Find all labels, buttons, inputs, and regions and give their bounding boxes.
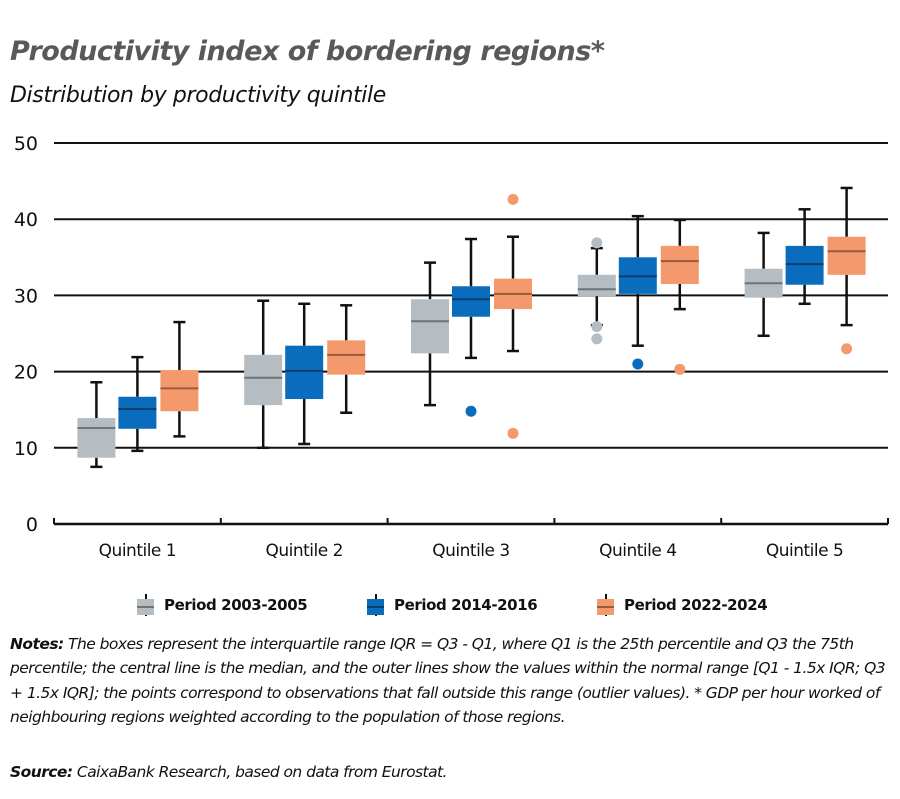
box-1-4 xyxy=(785,208,824,306)
box-2-3 xyxy=(660,218,699,375)
legend-swatch-icon xyxy=(597,594,614,616)
notes-text: The boxes represent the interquartile ra… xyxy=(10,635,886,726)
outlier-point xyxy=(591,237,603,249)
y-axis-ticks: 0 10 20 30 40 50 xyxy=(14,133,38,536)
y-tick-label: 40 xyxy=(14,209,38,231)
box-0-4 xyxy=(744,231,783,338)
box-0-3 xyxy=(577,237,616,345)
y-tick-label: 50 xyxy=(14,133,38,155)
legend-item-2014-2016: Period 2014-2016 xyxy=(367,590,538,620)
outlier-point xyxy=(465,405,477,417)
legend-label: Period 2003-2005 xyxy=(164,596,308,614)
box-series xyxy=(77,186,866,469)
outlier-point xyxy=(591,321,603,333)
outlier-point xyxy=(591,333,603,345)
y-tick-label: 0 xyxy=(26,514,38,536)
box-0-0 xyxy=(77,381,116,469)
legend-swatch-icon xyxy=(367,594,384,616)
box-1-0 xyxy=(118,355,157,453)
outlier-point xyxy=(507,427,519,439)
box-1-2 xyxy=(452,237,490,417)
x-tick-label: Quintile 4 xyxy=(599,541,676,561)
legend-item-2003-2005: Period 2003-2005 xyxy=(137,590,308,620)
box-0-2 xyxy=(411,261,449,407)
y-tick-label: 20 xyxy=(14,362,38,384)
y-tick-label: 30 xyxy=(14,285,38,307)
box-2-2 xyxy=(494,193,532,439)
x-axis: Quintile 1 Quintile 2 Quintile 3 Quintile 4… xyxy=(53,518,889,561)
box-1-3 xyxy=(618,214,657,370)
chart-notes: Notes: The boxes represent the interquar… xyxy=(10,632,895,729)
box-0-1 xyxy=(244,299,283,450)
chart-legend: Period 2003-2005 Period 2014-2016 Period… xyxy=(0,590,900,620)
legend-label: Period 2022-2024 xyxy=(624,596,768,614)
legend-item-2022-2024: Period 2022-2024 xyxy=(597,590,768,620)
notes-label: Notes: xyxy=(10,635,64,653)
legend-label: Period 2014-2016 xyxy=(394,596,538,614)
x-tick-label: Quintile 1 xyxy=(99,541,176,561)
x-tick-label: Quintile 2 xyxy=(265,541,342,561)
outlier-point xyxy=(841,343,853,355)
box-2-1 xyxy=(327,304,366,414)
chart-title: Productivity index of bordering regions* xyxy=(10,36,605,67)
outlier-point xyxy=(674,363,686,375)
outlier-point xyxy=(632,358,644,370)
box-1-1 xyxy=(285,302,324,446)
source-label: Source: xyxy=(10,763,73,781)
chart-source: Source: CaixaBank Research, based on dat… xyxy=(10,763,447,781)
legend-swatch-icon xyxy=(137,594,154,616)
box-2-0 xyxy=(160,320,199,438)
source-text: CaixaBank Research, based on data from E… xyxy=(72,763,448,781)
outlier-point xyxy=(507,193,519,205)
x-tick-label: Quintile 3 xyxy=(432,541,509,561)
box-2-4 xyxy=(827,186,866,355)
x-tick-label: Quintile 5 xyxy=(766,541,843,561)
y-tick-label: 10 xyxy=(14,438,38,460)
chart-subtitle: Distribution by productivity quintile xyxy=(10,83,386,108)
